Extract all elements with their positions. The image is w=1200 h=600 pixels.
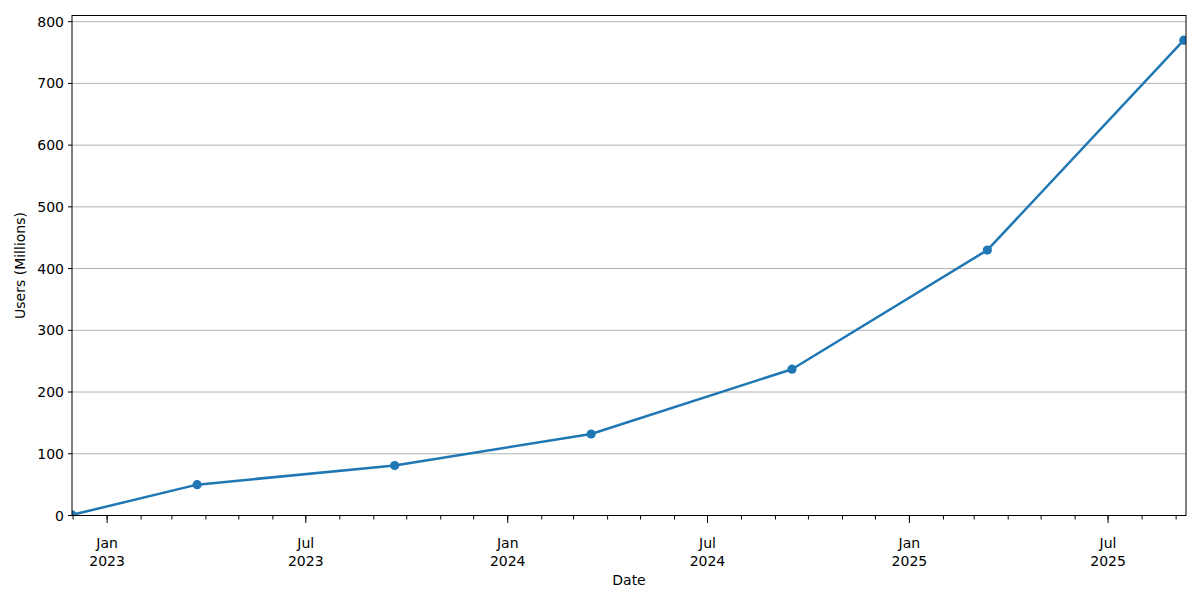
users-growth-figure: 0 100 200 300 400 500 600 700 800 Jan 2023 Jul 2023 J…: [0, 0, 1200, 600]
y-tick-label: 200: [37, 384, 64, 400]
x-tick-label-year: 2025: [892, 553, 928, 569]
data-point-marker: [390, 461, 399, 470]
x-tick-label-year: 2025: [1090, 553, 1126, 569]
data-point-marker: [1179, 36, 1188, 45]
y-axis-label: Users (Millions): [12, 212, 28, 319]
y-tick-label: 300: [37, 322, 64, 338]
x-tick-label-month: Jan: [95, 535, 118, 551]
y-tick-label: 500: [37, 199, 64, 215]
y-tick-label: 800: [37, 14, 64, 30]
data-line: [72, 40, 1184, 515]
plot-border: [72, 16, 1186, 516]
data-point-marker: [587, 429, 596, 438]
data-point-marker: [983, 245, 992, 254]
users-growth-line-chart: 0 100 200 300 400 500 600 700 800 Jan 2023 Jul 2023 J…: [0, 0, 1200, 600]
x-tick-label-month: Jan: [496, 535, 519, 551]
x-axis-label: Date: [612, 572, 645, 588]
series-group: [67, 36, 1188, 520]
x-tick-label-month: Jul: [698, 535, 716, 551]
y-tick-label: 0: [55, 508, 64, 524]
y-tick-label: 100: [37, 446, 64, 462]
x-tick-label-month: Jul: [296, 535, 314, 551]
data-point-marker: [787, 365, 796, 374]
x-tick-label-year: 2023: [288, 553, 324, 569]
x-tick-label-month: Jan: [898, 535, 921, 551]
y-tick-label: 600: [37, 137, 64, 153]
y-tick-label: 400: [37, 261, 64, 277]
x-tick-label-month: Jul: [1099, 535, 1117, 551]
x-tick-label-year: 2023: [89, 553, 125, 569]
x-tick-label-year: 2024: [490, 553, 526, 569]
y-tick-label: 700: [37, 75, 64, 91]
data-point-marker: [193, 480, 202, 489]
x-tick-label-year: 2024: [690, 553, 726, 569]
